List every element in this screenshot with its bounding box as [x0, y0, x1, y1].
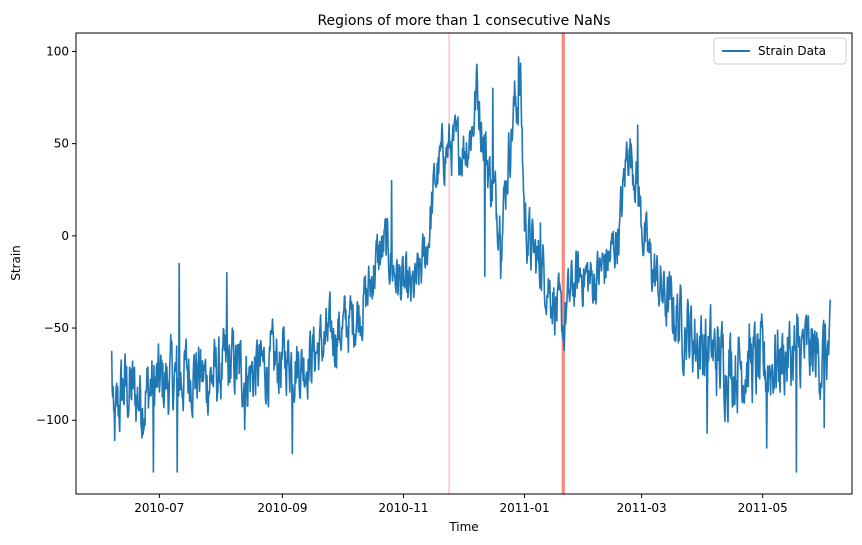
y-tick-label-4: 100 — [46, 44, 69, 58]
legend: Strain Data — [713, 37, 847, 65]
chart-title: Regions of more than 1 consecutive NaNs — [317, 13, 610, 29]
x-axis-label: Time — [448, 520, 478, 534]
x-tick-label-3: 2011-01 — [499, 501, 549, 515]
nan-regions — [448, 33, 565, 494]
x-tick-label-1: 2010-09 — [257, 501, 307, 515]
x-tick-label-4: 2011-03 — [617, 501, 667, 515]
series-layer — [110, 56, 831, 473]
series-line-strain-data — [110, 56, 831, 473]
legend-box — [713, 37, 847, 65]
x-axis: 2010-07 2010-09 2010-11 2011-01 2011-03 2011-… — [134, 494, 788, 515]
nan-region-0 — [448, 33, 450, 494]
x-tick-label-0: 2010-07 — [134, 501, 184, 515]
y-axis: −100 −50 0 50 100 — [36, 44, 76, 427]
y-tick-label-2: 0 — [61, 229, 69, 243]
y-axis-label: Strain — [9, 245, 23, 281]
nan-region-1 — [561, 33, 565, 494]
y-tick-label-1: −50 — [44, 321, 69, 335]
x-tick-label-5: 2011-05 — [738, 501, 788, 515]
y-tick-label-3: 50 — [54, 137, 69, 151]
y-tick-label-0: −100 — [36, 413, 69, 427]
legend-label: Strain Data — [758, 44, 826, 58]
plot-frame — [75, 32, 853, 495]
x-tick-label-2: 2010-11 — [378, 501, 428, 515]
